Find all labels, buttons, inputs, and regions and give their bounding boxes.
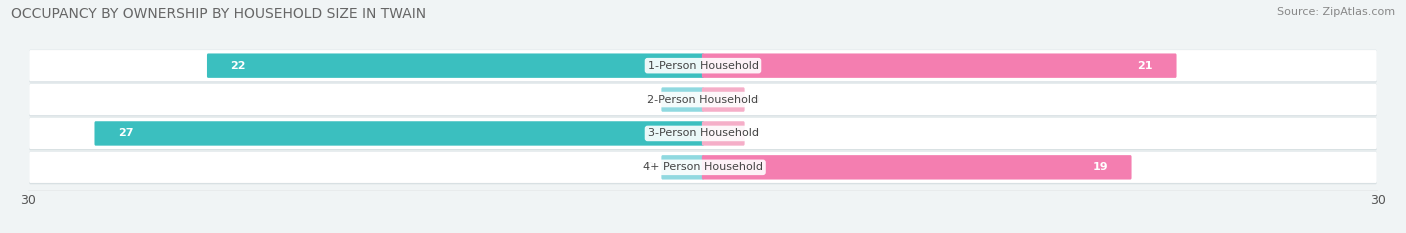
Text: 3-Person Household: 3-Person Household xyxy=(648,128,758,138)
FancyBboxPatch shape xyxy=(702,155,1132,180)
FancyBboxPatch shape xyxy=(30,50,1376,83)
Text: 1-Person Household: 1-Person Household xyxy=(648,61,758,71)
FancyBboxPatch shape xyxy=(30,151,1376,184)
Text: 0: 0 xyxy=(647,162,654,172)
FancyBboxPatch shape xyxy=(94,121,704,146)
FancyBboxPatch shape xyxy=(30,84,1376,116)
Text: 19: 19 xyxy=(1092,162,1108,172)
FancyBboxPatch shape xyxy=(702,87,745,112)
Text: 21: 21 xyxy=(1137,61,1153,71)
Text: Source: ZipAtlas.com: Source: ZipAtlas.com xyxy=(1277,7,1395,17)
FancyBboxPatch shape xyxy=(702,53,1177,78)
FancyBboxPatch shape xyxy=(702,121,745,146)
Text: 2-Person Household: 2-Person Household xyxy=(647,95,759,105)
FancyBboxPatch shape xyxy=(207,53,704,78)
Text: 0: 0 xyxy=(752,128,759,138)
FancyBboxPatch shape xyxy=(30,84,1376,115)
FancyBboxPatch shape xyxy=(30,117,1376,150)
FancyBboxPatch shape xyxy=(30,118,1376,149)
Text: 0: 0 xyxy=(647,95,654,105)
Text: 22: 22 xyxy=(231,61,246,71)
Text: 27: 27 xyxy=(118,128,134,138)
FancyBboxPatch shape xyxy=(30,152,1376,183)
Text: OCCUPANCY BY OWNERSHIP BY HOUSEHOLD SIZE IN TWAIN: OCCUPANCY BY OWNERSHIP BY HOUSEHOLD SIZE… xyxy=(11,7,426,21)
Text: 0: 0 xyxy=(752,95,759,105)
FancyBboxPatch shape xyxy=(661,155,704,180)
FancyBboxPatch shape xyxy=(30,50,1376,81)
Text: 4+ Person Household: 4+ Person Household xyxy=(643,162,763,172)
FancyBboxPatch shape xyxy=(661,87,704,112)
